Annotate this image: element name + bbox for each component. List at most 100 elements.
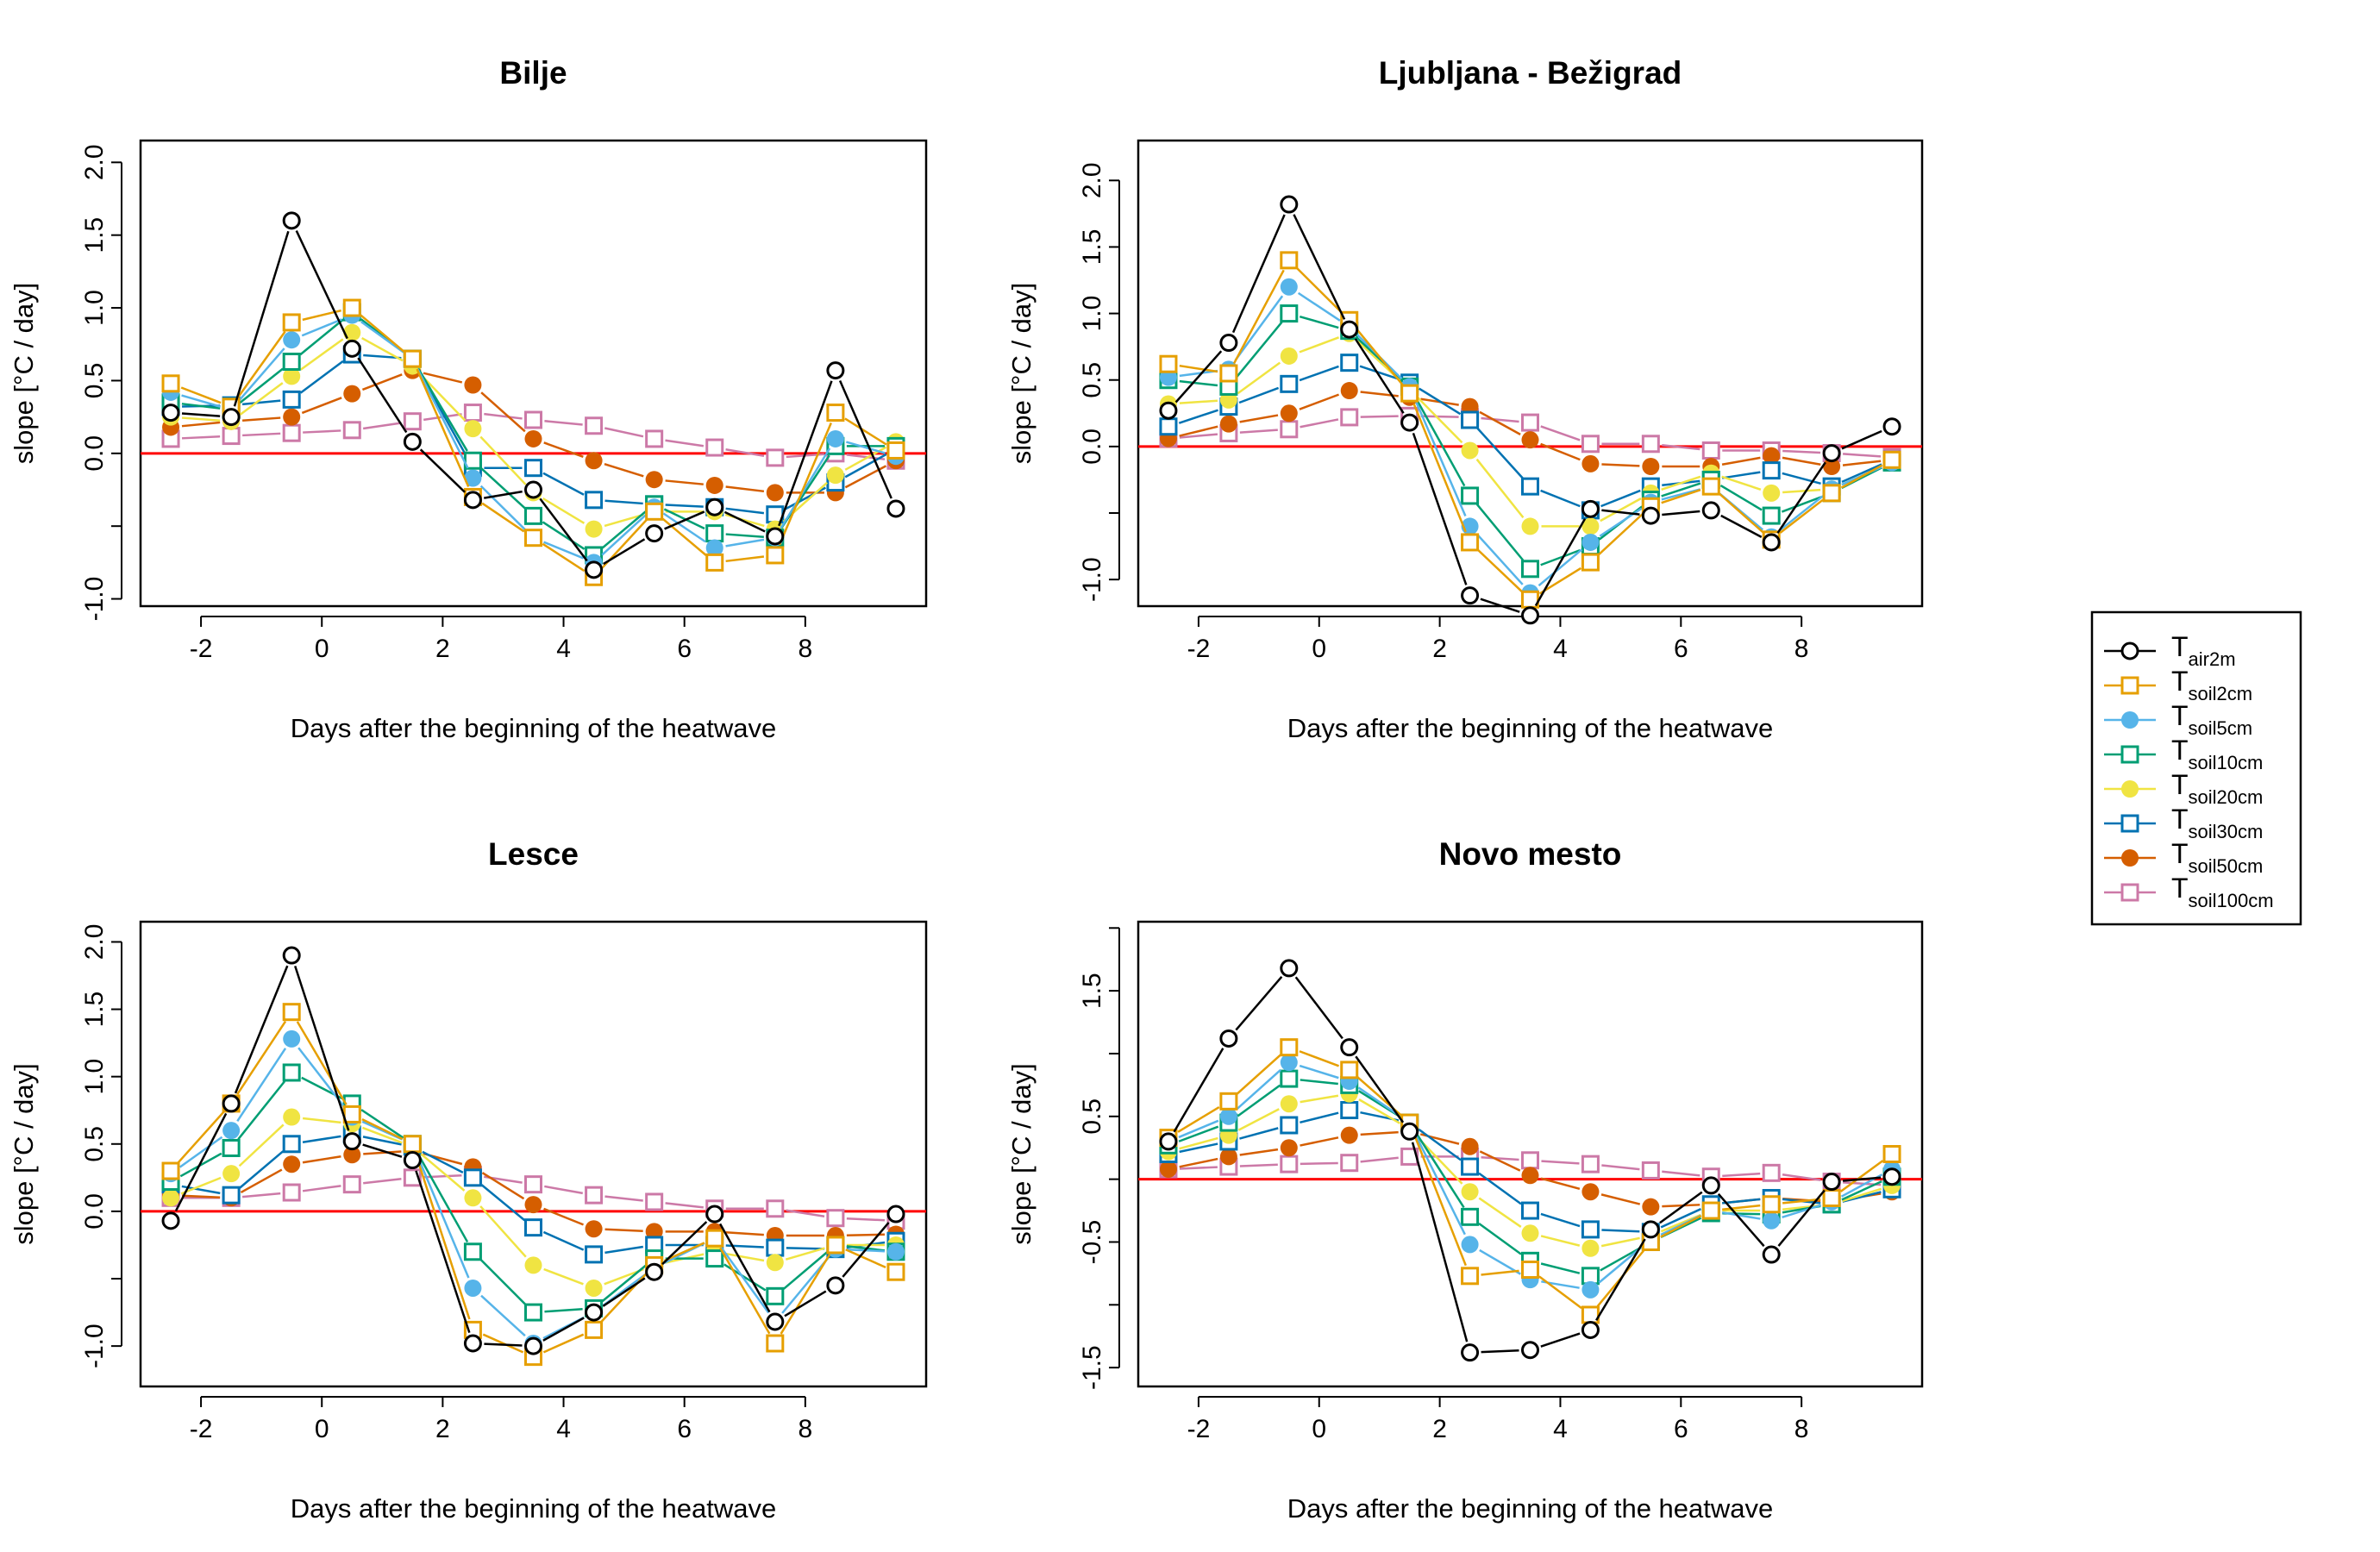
series-line-segment bbox=[174, 1112, 228, 1211]
x-tick-label: 4 bbox=[1553, 635, 1568, 663]
series-line-segment bbox=[1781, 496, 1822, 513]
series-line-segment bbox=[723, 510, 766, 533]
data-point bbox=[826, 429, 844, 447]
y-tick-label: -0.5 bbox=[1078, 1220, 1106, 1265]
series-line-segment bbox=[663, 508, 705, 530]
y-tick-label: -1.0 bbox=[80, 577, 109, 622]
data-point bbox=[1280, 1139, 1298, 1157]
series-line-segment bbox=[181, 412, 221, 417]
legend-label-subscript: soil5cm bbox=[2189, 717, 2253, 739]
data-point bbox=[1280, 1095, 1298, 1113]
series-line-segment bbox=[416, 368, 469, 469]
data-point bbox=[766, 1238, 785, 1257]
data-point bbox=[705, 1249, 724, 1268]
data-point bbox=[1763, 447, 1781, 465]
series-line-segment bbox=[422, 1150, 464, 1174]
data-point bbox=[1882, 417, 1901, 436]
chart-panel-4: Novo mesto -2 0 2 4 6 8 -1.5 -0.5 0.5 1.5 Days afte… bbox=[1006, 836, 1924, 1524]
data-point bbox=[1581, 533, 1600, 551]
data-point bbox=[1400, 1122, 1419, 1141]
data-point bbox=[1642, 458, 1660, 475]
x-axis-label: Days after the beginning of the heatwave bbox=[1287, 1493, 1774, 1524]
series-line-segment bbox=[1600, 1236, 1640, 1248]
series-line-segment bbox=[239, 1150, 285, 1189]
series-line-segment bbox=[784, 1290, 827, 1317]
series-line-segment bbox=[1481, 1269, 1519, 1276]
data-point bbox=[1461, 1183, 1479, 1201]
data-point bbox=[342, 1105, 361, 1123]
series-line-segment bbox=[604, 513, 644, 528]
series-line-segment bbox=[1540, 1177, 1581, 1191]
data-point bbox=[1521, 1224, 1539, 1242]
data-point bbox=[161, 404, 180, 422]
series-line-segment bbox=[1300, 1079, 1338, 1086]
series-line-segment bbox=[301, 397, 342, 415]
data-point bbox=[705, 1205, 724, 1223]
data-point bbox=[766, 527, 785, 546]
y-axis-label: slope [°C / day] bbox=[9, 1063, 39, 1245]
data-point bbox=[645, 429, 664, 448]
data-point bbox=[524, 429, 542, 447]
series-line-segment bbox=[665, 439, 705, 447]
series-line-segment bbox=[1239, 414, 1279, 423]
legend-label: Tsoil5cm bbox=[2171, 700, 2252, 739]
data-point bbox=[342, 298, 361, 317]
legend-item-soil10cm: Tsoil10cm bbox=[2104, 735, 2263, 773]
data-point bbox=[283, 1155, 301, 1173]
data-point bbox=[1340, 1038, 1359, 1057]
legend-marker bbox=[2121, 780, 2139, 798]
y-tick-label: 1.0 bbox=[1078, 296, 1106, 332]
data-point bbox=[766, 484, 784, 502]
series-line-segment bbox=[661, 1221, 708, 1266]
data-point bbox=[1340, 1101, 1359, 1120]
series-line-segment bbox=[664, 510, 705, 530]
x-axis-label: Days after the beginning of the heatwave bbox=[1287, 713, 1774, 743]
series-line-segment bbox=[1179, 1157, 1218, 1168]
data-point bbox=[1701, 1176, 1720, 1195]
series-line-segment bbox=[1300, 418, 1339, 429]
series-line-segment bbox=[1296, 267, 1343, 314]
data-point bbox=[1521, 1151, 1539, 1170]
series-line-segment bbox=[1481, 1155, 1519, 1161]
data-point bbox=[826, 404, 845, 422]
data-point bbox=[705, 524, 724, 543]
data-point bbox=[645, 502, 664, 521]
data-point bbox=[1219, 334, 1238, 353]
series-line-segment bbox=[1231, 214, 1286, 334]
series-line-segment bbox=[423, 372, 463, 384]
series-line-segment bbox=[181, 394, 221, 408]
series-line-segment bbox=[544, 420, 583, 426]
data-point bbox=[1461, 486, 1480, 505]
series-line-segment bbox=[1235, 321, 1283, 379]
data-point bbox=[705, 553, 724, 572]
data-point bbox=[464, 376, 482, 394]
series-line-segment bbox=[302, 1117, 341, 1124]
data-point bbox=[463, 404, 482, 422]
series-line-segment bbox=[1359, 365, 1400, 380]
series-line-segment bbox=[178, 1136, 223, 1168]
series-line-segment bbox=[1598, 513, 1644, 556]
data-point bbox=[1400, 384, 1419, 403]
series-line-segment bbox=[543, 541, 585, 560]
series-line-segment bbox=[543, 441, 584, 459]
data-point bbox=[1280, 1116, 1299, 1135]
series-line-segment bbox=[481, 502, 525, 533]
data-point bbox=[343, 385, 361, 403]
series-line-segment bbox=[415, 1154, 471, 1320]
series-line-segment bbox=[1179, 425, 1218, 437]
series-line-segment bbox=[1842, 460, 1882, 466]
data-point bbox=[524, 1175, 542, 1194]
series-soil50cm bbox=[162, 361, 905, 502]
series-line-segment bbox=[1540, 425, 1581, 441]
data-point bbox=[826, 1209, 845, 1228]
series-line-segment bbox=[1601, 463, 1640, 467]
series-line-segment bbox=[544, 1185, 583, 1195]
series-line-segment bbox=[1540, 1262, 1581, 1274]
data-point bbox=[585, 1245, 604, 1264]
data-point bbox=[464, 1279, 482, 1297]
x-tick-label: 8 bbox=[1794, 1415, 1809, 1443]
series-line-segment bbox=[1842, 1187, 1882, 1203]
data-point bbox=[1461, 1207, 1480, 1226]
y-tick-label: 0.5 bbox=[80, 363, 109, 399]
series-line-segment bbox=[725, 507, 765, 515]
